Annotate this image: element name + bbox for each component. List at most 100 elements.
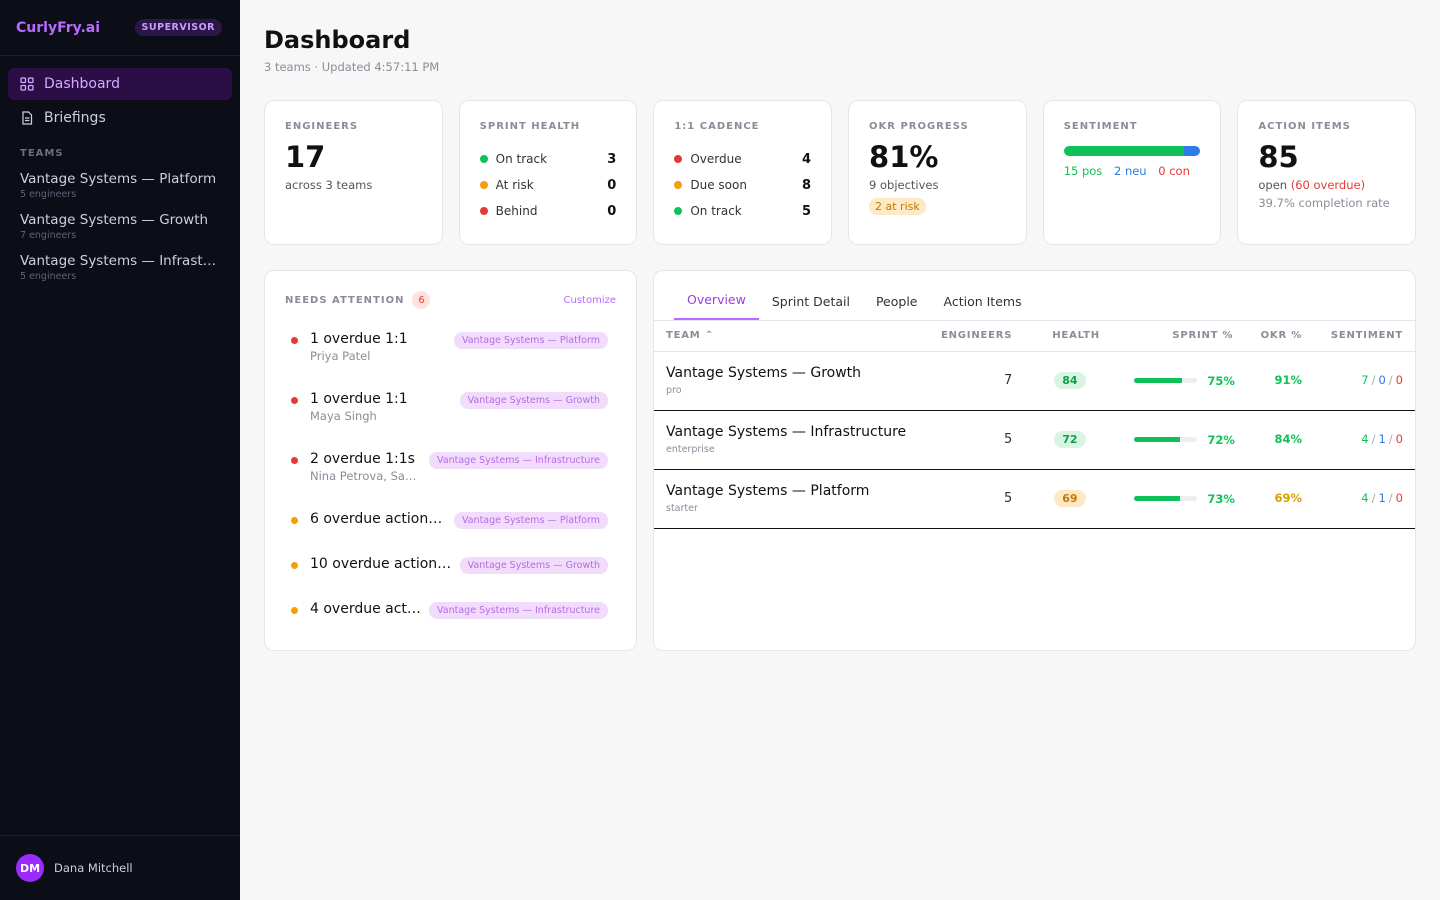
sentiment-con: 0 [1395, 373, 1403, 387]
sentiment-split: 4/1/0 [1361, 432, 1403, 446]
severity-dot [291, 562, 298, 569]
sentiment-pos: 4 [1361, 491, 1369, 505]
sprint-value: 72% [1207, 432, 1235, 447]
status-dot [479, 181, 488, 189]
team-chip[interactable]: Vantage Systems — Growth [459, 557, 608, 574]
attention-item[interactable]: 4 overdue actio… Vantage Systems — Infras… [285, 593, 616, 638]
attention-list: 1 overdue 1:1 Priya Patel Vantage Systems … [285, 323, 616, 638]
brand-logo[interactable]: CurlyFry.ai [16, 19, 101, 36]
action-items-open: open (60 overdue) [1258, 178, 1395, 192]
sentiment-concern: 0 con [1158, 164, 1190, 178]
attention-text: 6 overdue action it… [310, 511, 446, 527]
tab-people[interactable]: People [875, 294, 918, 309]
card-label: ENGINEERS [285, 121, 359, 132]
sprint-progress: 72% [1128, 432, 1235, 447]
attention-item[interactable]: 1 overdue 1:1 Priya Patel Vantage Systems … [285, 323, 616, 383]
card-engineers: ENGINEERS 17 across 3 teams [264, 100, 443, 245]
status-label: Overdue [690, 152, 742, 166]
col-okr[interactable]: OKR % [1245, 321, 1315, 352]
team-name: Vantage Systems — Growth [666, 365, 862, 381]
sentiment-positive: 15 pos [1063, 164, 1103, 178]
status-count: 3 [607, 151, 617, 167]
attention-title: 10 overdue action it… [310, 556, 452, 572]
teams-table-body: Vantage Systems — Growth pro 7 84 75% 91% 7/0/… [654, 351, 1415, 529]
status-label: Due soon [690, 178, 747, 192]
sentiment-legend: 15 pos 2 neu 0 con [1064, 164, 1201, 178]
tab-action-items[interactable]: Action Items [943, 294, 1022, 309]
nav-item-dashboard[interactable]: Dashboard [8, 68, 232, 100]
severity-dot [291, 517, 298, 524]
user-profile[interactable]: DM Dana Mitchell [0, 835, 240, 900]
needs-attention-header: NEEDS ATTENTION 6 Customize [285, 291, 616, 309]
okr-value: 91% [1274, 373, 1303, 387]
status-label: On track [690, 204, 742, 218]
card-label: OKR PROGRESS [869, 121, 969, 132]
col-team[interactable]: TEAM ⌃ [654, 321, 929, 352]
nav-label: Dashboard [44, 76, 120, 92]
card-okr-progress: OKR PROGRESS 81% 9 objectives 2 at risk [848, 100, 1027, 245]
sentiment-pos: 4 [1361, 432, 1369, 446]
cell-okr: 91% [1245, 351, 1315, 411]
okr-value: 69% [1274, 491, 1303, 505]
table-row[interactable]: Vantage Systems — Infrastructure enterpri… [654, 410, 1415, 470]
attention-item[interactable]: 2 overdue 1:1s Nina Petrova, Sam … Vantage… [285, 443, 616, 503]
team-chip[interactable]: Vantage Systems — Infrastructure [429, 452, 608, 469]
sentiment-bar-neutral [1184, 146, 1201, 156]
team-name: Vantage Systems — Platform [20, 171, 217, 187]
cell-sprint: 75% [1116, 351, 1246, 411]
tab-sprint-detail[interactable]: Sprint Detail [771, 294, 850, 309]
team-plan: enterprise [666, 444, 715, 455]
col-sprint[interactable]: SPRINT % [1116, 321, 1246, 352]
okr-value: 84% [1274, 432, 1303, 446]
completion-rate: 39.7% completion rate [1258, 196, 1390, 210]
table-row[interactable]: Vantage Systems — Platform starter 5 69 73% 6… [654, 469, 1415, 529]
col-sentiment[interactable]: SENTIMENT [1314, 321, 1415, 352]
card-label: 1:1 CADENCE [674, 121, 760, 132]
attention-item[interactable]: 6 overdue action it… Vantage Systems — Pl… [285, 503, 616, 548]
team-count: 5 engineers [20, 271, 77, 282]
status-row-overdue: Overdue 4 [674, 146, 811, 172]
attention-title: 4 overdue actio… [310, 601, 421, 617]
user-name: Dana Mitchell [54, 861, 133, 875]
sentiment-con: 0 [1395, 432, 1403, 446]
table-row[interactable]: Vantage Systems — Growth pro 7 84 75% 91% 7/0/… [654, 351, 1415, 411]
cell-health: 69 [1024, 469, 1117, 529]
severity-dot [291, 337, 298, 344]
team-chip[interactable]: Vantage Systems — Platform [453, 512, 608, 529]
sidebar-team-infrastructure[interactable]: Vantage Systems — Infrastructure 5 engin… [0, 247, 240, 288]
team-name: Vantage Systems — Infrastructure [666, 424, 907, 440]
sprint-fill [1134, 378, 1182, 383]
cell-health: 72 [1024, 410, 1117, 470]
status-label: Behind [495, 204, 538, 218]
nav-item-briefings[interactable]: Briefings [8, 102, 232, 134]
sidebar-team-platform[interactable]: Vantage Systems — Platform 5 engineers [0, 165, 240, 206]
team-chip[interactable]: Vantage Systems — Growth [459, 392, 608, 409]
sentiment-con: 0 [1395, 491, 1403, 505]
status-dot [674, 207, 683, 215]
cell-health: 84 [1024, 351, 1117, 411]
col-health[interactable]: HEALTH [1024, 321, 1117, 352]
status-label: At risk [495, 178, 534, 192]
cell-okr: 69% [1245, 469, 1315, 529]
okr-value: 81% [869, 140, 939, 174]
sentiment-pos: 7 [1361, 373, 1369, 387]
lower-row: NEEDS ATTENTION 6 Customize 1 overdue 1:… [264, 270, 1416, 651]
sidebar-team-growth[interactable]: Vantage Systems — Growth 7 engineers [0, 206, 240, 247]
customize-link[interactable]: Customize [563, 294, 617, 306]
tab-overview[interactable]: Overview [674, 292, 759, 320]
sentiment-bar [1063, 146, 1201, 156]
col-engineers[interactable]: ENGINEERS [929, 321, 1025, 352]
sprint-fill [1134, 496, 1181, 501]
team-chip[interactable]: Vantage Systems — Infrastructure [429, 602, 608, 619]
attention-item[interactable]: 1 overdue 1:1 Maya Singh Vantage Systems —… [285, 383, 616, 443]
status-list: On track 3 At risk 0 Behind 0 [479, 146, 617, 224]
attention-item[interactable]: 10 overdue action it… Vantage Systems — G… [285, 548, 616, 593]
status-label: On track [495, 152, 548, 166]
status-count: 0 [607, 203, 617, 219]
cell-team: Vantage Systems — Growth pro [654, 351, 929, 411]
attention-title: 1 overdue 1:1 [310, 331, 408, 347]
team-chip[interactable]: Vantage Systems — Platform [453, 332, 608, 349]
status-list: Overdue 4 Due soon 8 On track 5 [674, 146, 811, 224]
attention-people: Nina Petrova, Sam … [310, 469, 422, 483]
stat-cards: ENGINEERS 17 across 3 teams SPRINT HEALT… [264, 100, 1417, 245]
